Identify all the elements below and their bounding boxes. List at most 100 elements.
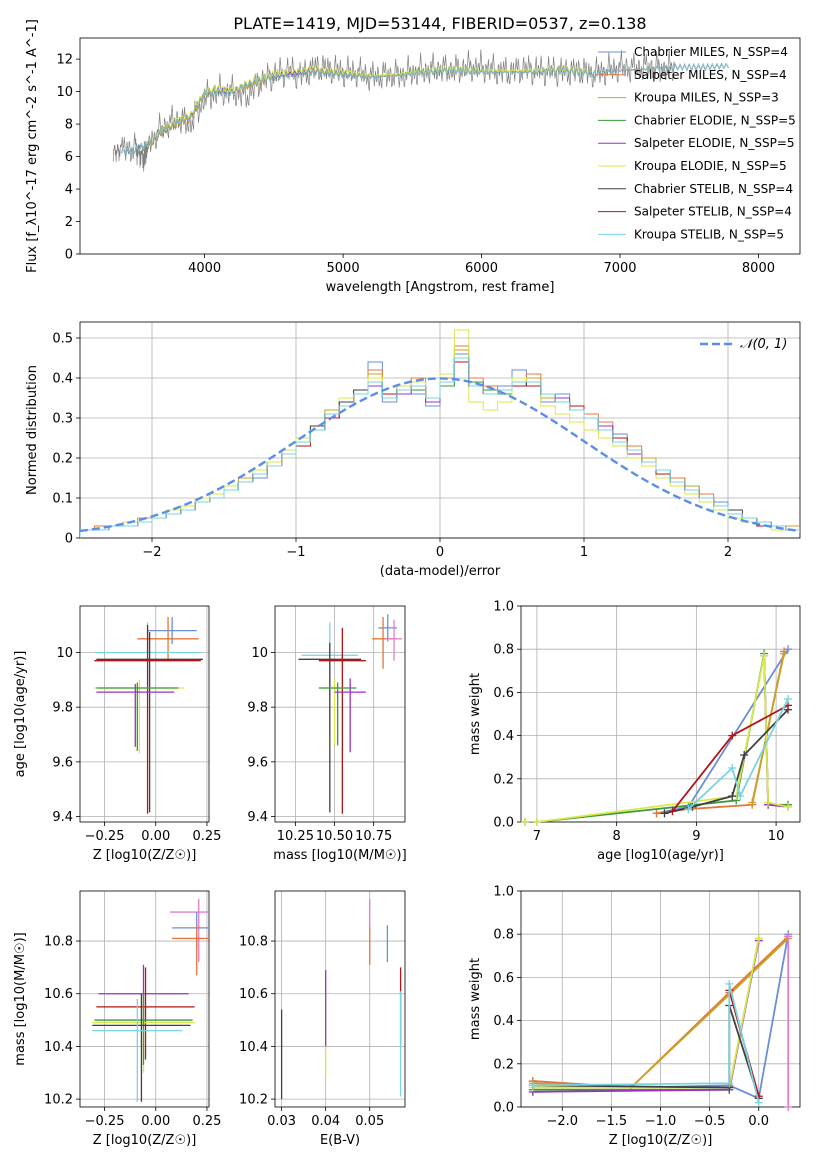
x-axis-label: Z [log10(Z/Z☉)] (93, 848, 197, 863)
x-tick-label: 4000 (188, 261, 221, 276)
y-tick-label: 9.4 (247, 810, 268, 825)
x-tick-label: 8 (613, 829, 621, 844)
y-axis-label: Normed distribution (25, 365, 40, 495)
axes-frame (79, 37, 801, 255)
axes-frame (79, 890, 210, 1108)
x-tick-label: 0.00 (141, 1114, 170, 1129)
x-tick-label: −1.0 (645, 1114, 677, 1129)
chart-weight_vs_age: 7 8 9 10 0.0 0.2 0.4 0.6 0.8 1.0 age [log10(age/yr… (468, 600, 801, 863)
y-tick-label: 0.4 (52, 372, 73, 387)
x-tick-label: 0 (436, 545, 444, 560)
x-tick-label: 10.25 (277, 829, 314, 844)
chart-weight_vs_Z: −2.0 −1.5 −1.0 −0.5 0.0 0.0 0.2 0.4 0.6 0.8 1.0 Z [… (468, 885, 801, 1148)
legend-entry: Salpeter MILES, N_SSP=4 (634, 68, 787, 82)
data-trace (112, 49, 676, 172)
legend-entry: Salpeter STELIB, N_SSP=4 (634, 205, 792, 219)
y-tick-label: 0.5 (52, 332, 73, 347)
y-tick-label: 1.0 (493, 885, 514, 900)
x-tick-label: −0.5 (694, 1114, 726, 1129)
y-tick-label: 0.1 (52, 492, 73, 507)
y-tick-label: 0.6 (493, 686, 514, 701)
y-tick-label: 10.8 (44, 935, 73, 950)
y-tick-label: 1.0 (493, 600, 514, 615)
chart-mass_vs_Z: −0.25 0.00 0.25 10.2 10.4 10.6 10.8 Z [log10(Z/… (13, 890, 221, 1148)
weight-line (532, 940, 760, 1093)
legend-entry: Salpeter ELODIE, N_SSP=5 (634, 136, 795, 150)
x-tick-label: 0.00 (141, 829, 170, 844)
x-tick-label: −2 (142, 545, 161, 560)
model-line (134, 66, 591, 153)
y-tick-label: 10.2 (44, 1093, 73, 1108)
axes-frame (79, 321, 801, 539)
x-axis-label: Z [log10(Z/Z☉)] (93, 1133, 197, 1148)
legend-entry: Kroupa ELODIE, N_SSP=5 (634, 159, 787, 173)
legend-entry: Kroupa MILES, N_SSP=3 (634, 91, 779, 105)
model-line (134, 66, 591, 153)
y-tick-label: 0.3 (52, 412, 73, 427)
legend-entry: Kroupa STELIB, N_SSP=5 (634, 227, 784, 241)
y-tick-label: 10 (251, 646, 268, 661)
weight-line (751, 653, 785, 803)
y-tick-label: 10.6 (239, 987, 268, 1002)
chart-residuals: −2 −1 0 1 2 0 0.1 0.2 0.3 0.4 0.5 (data-model)/erro… (25, 321, 801, 579)
y-tick-label: 9.6 (247, 755, 268, 770)
axes-frame (79, 605, 210, 823)
x-tick-label: 10 (768, 829, 785, 844)
legend-entry: 𝒩(0, 1) (740, 337, 787, 352)
model-line (134, 64, 674, 154)
y-axis-label: mass [log10(M/M☉)] (13, 932, 28, 1065)
y-tick-label: 0.2 (493, 772, 514, 787)
x-tick-label: 9 (692, 829, 700, 844)
y-tick-label: 10.6 (44, 987, 73, 1002)
y-tick-label: 0 (65, 248, 73, 263)
y-tick-label: 0.2 (52, 452, 73, 467)
y-axis-label: mass weight (468, 673, 483, 755)
y-tick-label: 0 (65, 532, 73, 547)
y-tick-label: 8 (65, 118, 73, 133)
y-tick-label: 0.8 (493, 928, 514, 943)
x-tick-label: 2 (724, 545, 732, 560)
y-tick-label: 4 (65, 183, 73, 198)
x-axis-label: (data-model)/error (380, 564, 501, 579)
x-axis-label: wavelength [Angstrom, rest frame] (326, 280, 555, 295)
y-tick-label: 9.8 (247, 701, 268, 716)
x-tick-label: 10.75 (355, 829, 392, 844)
y-tick-label: 10.4 (239, 1040, 268, 1055)
y-axis-label: age [log10(age/yr)] (13, 651, 28, 778)
y-tick-label: 0.4 (493, 1014, 514, 1029)
x-axis-label: Z [log10(Z/Z☉)] (609, 1133, 713, 1148)
x-tick-label: 10.50 (316, 829, 353, 844)
x-tick-label: −0.25 (85, 1114, 125, 1129)
x-tick-label: −1.5 (596, 1114, 628, 1129)
x-tick-label: 6000 (465, 261, 498, 276)
x-tick-label: 0.0 (748, 1114, 769, 1129)
y-tick-label: 10.8 (239, 935, 268, 950)
y-tick-label: 10 (56, 85, 73, 100)
weight-line (671, 704, 789, 812)
x-axis-label: E(B-V) (320, 1133, 360, 1148)
y-axis-label: mass weight (468, 958, 483, 1040)
y-tick-label: 9.4 (52, 810, 73, 825)
chart-panels: 4000 5000 6000 7000 8000024681012wavelength … (13, 19, 801, 1148)
figure-title: PLATE=1419, MJD=53144, FIBERID=0537, z=0… (233, 14, 646, 33)
x-tick-label: 5000 (327, 261, 360, 276)
x-tick-label: 0.04 (311, 1114, 340, 1129)
y-tick-label: 2 (65, 215, 73, 230)
y-tick-label: 0.6 (493, 971, 514, 986)
chart-mass_vs_ebv: 0.03 0.04 0.05 10.2 10.4 10.6 10.8 E(B-V) (239, 890, 406, 1148)
x-tick-label: 8000 (742, 261, 775, 276)
y-tick-label: 0.4 (493, 729, 514, 744)
y-tick-label: 10.2 (239, 1093, 268, 1108)
y-tick-label: 6 (65, 150, 73, 165)
model-line (134, 64, 674, 152)
axes-frame (274, 605, 406, 823)
x-tick-label: 7 (533, 829, 541, 844)
y-tick-label: 0.2 (493, 1057, 514, 1072)
x-axis-label: mass [log10(M/M☉)] (273, 848, 406, 863)
legend-entry: Chabrier ELODIE, N_SSP=5 (634, 113, 796, 127)
legend-entry: Chabrier MILES, N_SSP=4 (634, 45, 788, 59)
y-tick-label: 0.8 (493, 643, 514, 658)
y-tick-label: 0.0 (493, 816, 514, 831)
x-tick-label: −1 (286, 545, 305, 560)
